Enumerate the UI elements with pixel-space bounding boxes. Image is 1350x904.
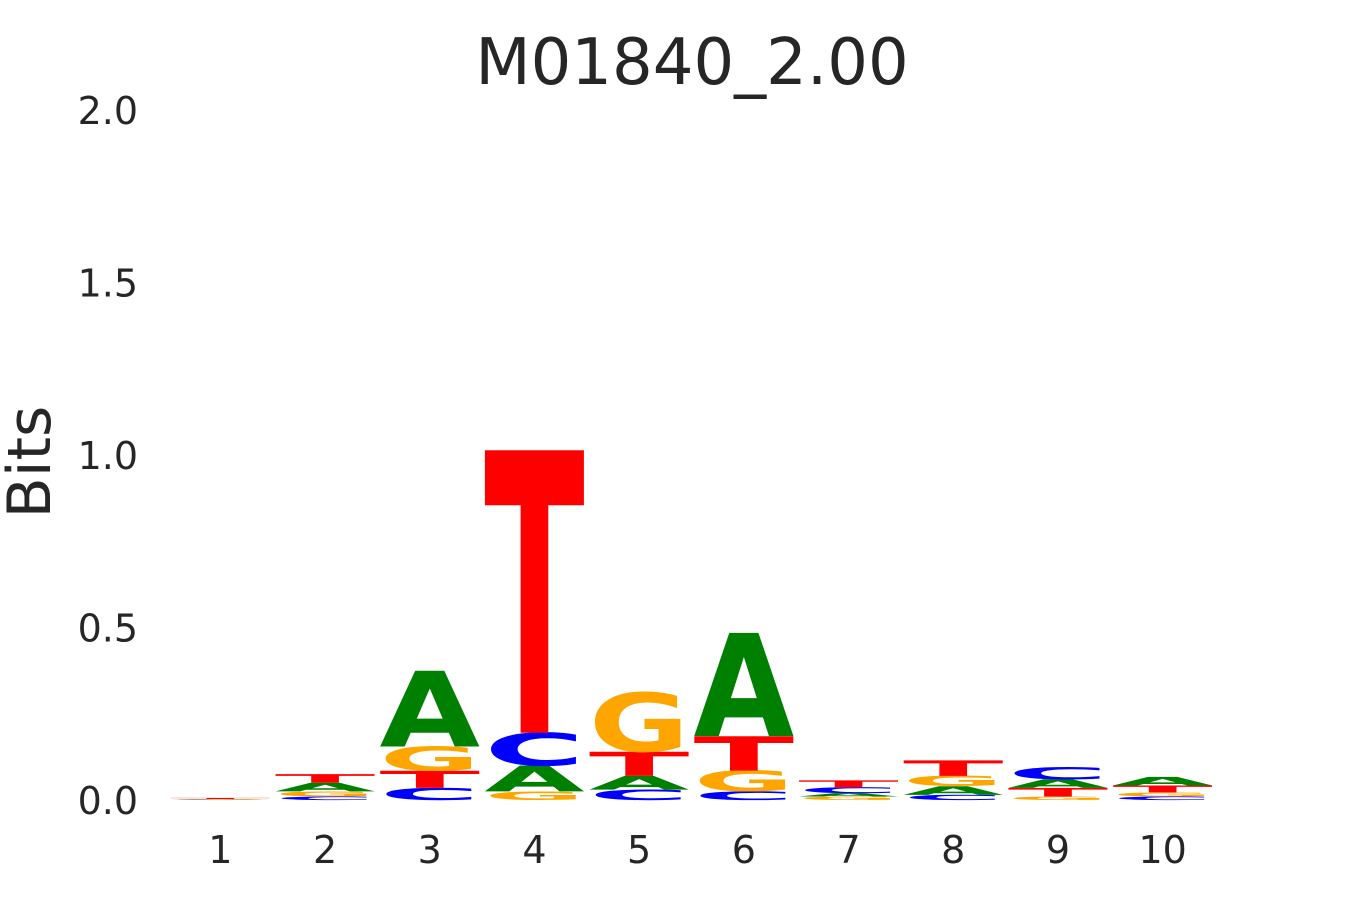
logo-letter: G [484, 789, 585, 803]
logo-letter: A [379, 651, 480, 772]
x-tick-label: 10 [1138, 828, 1186, 872]
x-tick-label: 9 [1046, 828, 1070, 872]
logo-letter: T [1112, 784, 1214, 795]
logo-letter: G [1112, 791, 1213, 798]
logo-letter: G [1008, 796, 1109, 802]
logo-letter: A [589, 772, 690, 794]
logo-letter: A [694, 604, 795, 769]
logo-letter: C [694, 789, 795, 803]
logo-letter: G [694, 766, 795, 799]
logo-letter: C [275, 796, 376, 802]
logo-letter: A [275, 780, 376, 794]
x-tick-label: 6 [732, 828, 756, 872]
logo-letter: C [170, 799, 271, 800]
chart-title: M01840_2.00 [475, 26, 908, 100]
x-tick-label: 2 [313, 828, 337, 872]
logo-letter: T [170, 798, 271, 800]
y-tick-label: 1.0 [78, 434, 138, 478]
logo-letter: A [1112, 775, 1213, 789]
logo-letter: G [798, 796, 899, 802]
logo-letter: G [589, 678, 690, 771]
logo-letter: T [379, 766, 480, 793]
logo-letter: T [798, 778, 900, 789]
logo-letter: A [798, 792, 899, 798]
logo-letter: T [903, 756, 1004, 781]
x-tick-label: 8 [941, 828, 965, 872]
x-tick-label: 1 [208, 828, 232, 872]
logo-letter: A [1008, 777, 1109, 791]
x-tick-label: 3 [418, 828, 442, 872]
logo-letter: G [903, 773, 1004, 789]
y-tick-label: 0.5 [78, 607, 138, 651]
logo-letter: C [484, 724, 585, 776]
logo-letter: G [170, 799, 271, 800]
logo-letter: T [484, 373, 585, 825]
logo-letter: A [170, 800, 271, 801]
logo-letter: C [1008, 764, 1109, 783]
logo-letter: T [694, 727, 795, 782]
logo-letter: A [903, 784, 1004, 798]
y-tick-label: 1.5 [78, 262, 138, 306]
logo-letter: C [589, 787, 690, 803]
y-tick-label: 0.0 [78, 779, 138, 823]
logo-letter: G [275, 790, 376, 798]
logo-letter: C [798, 786, 899, 795]
logo-letter: G [379, 740, 480, 779]
logo-letter: C [379, 785, 480, 804]
y-tick-label: 2.0 [78, 89, 138, 133]
x-tick-label: 5 [627, 828, 651, 872]
logo-letter: A [484, 758, 585, 800]
logo-letter: T [275, 772, 376, 786]
y-axis-label: Bits [0, 406, 65, 519]
x-tick-label: 7 [836, 828, 860, 872]
x-tick-label: 4 [522, 828, 546, 872]
logo-letter: T [589, 745, 690, 784]
logo-letter: C [1112, 796, 1213, 802]
logo-letter: C [903, 793, 1004, 801]
logo-letter: T [1008, 786, 1109, 800]
